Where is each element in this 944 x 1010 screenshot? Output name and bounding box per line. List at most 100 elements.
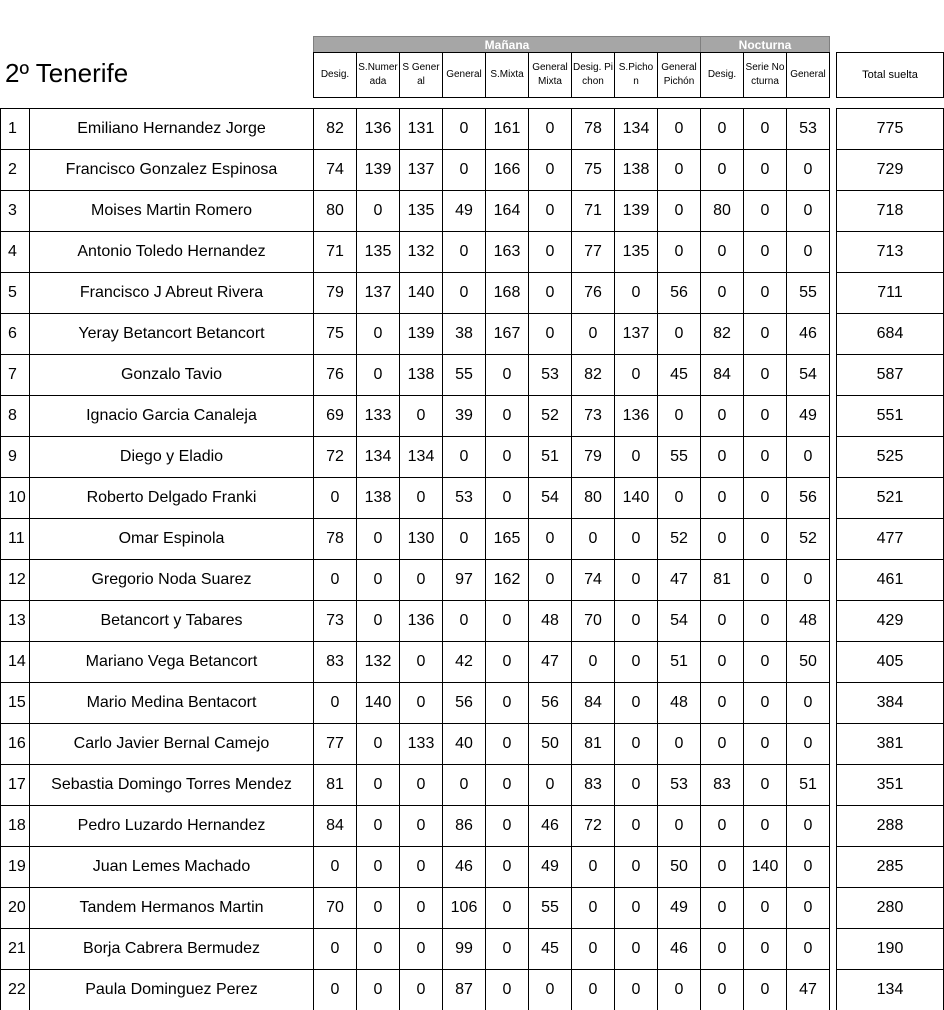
score: 0: [571, 518, 615, 560]
score: 0: [399, 846, 443, 888]
score: 163: [485, 231, 529, 273]
score: 46: [528, 805, 572, 847]
score: 48: [657, 682, 701, 724]
score: 46: [657, 928, 701, 970]
score: 0: [485, 600, 529, 642]
total: 285: [836, 846, 944, 888]
player-name: Diego y Eladio: [29, 436, 314, 478]
column-header: Desig.: [700, 52, 744, 98]
score: 0: [485, 395, 529, 437]
score: 0: [700, 436, 744, 478]
score: 134: [614, 108, 658, 150]
score: 0: [700, 149, 744, 191]
score: 69: [313, 395, 357, 437]
score: 0: [442, 436, 486, 478]
rank: 2: [0, 149, 30, 191]
score: 0: [356, 313, 400, 355]
player-name: Borja Cabrera Bermudez: [29, 928, 314, 970]
score: 53: [528, 354, 572, 396]
score: 0: [614, 682, 658, 724]
score: 0: [442, 272, 486, 314]
score: 137: [614, 313, 658, 355]
rank: 16: [0, 723, 30, 765]
score: 0: [571, 887, 615, 929]
score: 131: [399, 108, 443, 150]
score: 46: [786, 313, 830, 355]
score: 79: [571, 436, 615, 478]
score: 50: [528, 723, 572, 765]
score: 0: [786, 846, 830, 888]
score: 82: [571, 354, 615, 396]
score: 0: [313, 846, 357, 888]
column-header: General Pichón: [657, 52, 701, 98]
score: 0: [743, 395, 787, 437]
score: 0: [442, 600, 486, 642]
score: 0: [657, 190, 701, 232]
score: 80: [700, 190, 744, 232]
score: 0: [657, 805, 701, 847]
player-name: Roberto Delgado Franki: [29, 477, 314, 519]
score: 164: [485, 190, 529, 232]
score: 0: [743, 723, 787, 765]
score: 0: [313, 559, 357, 601]
score: 0: [786, 928, 830, 970]
score: 0: [356, 764, 400, 806]
score: 76: [313, 354, 357, 396]
score: 140: [399, 272, 443, 314]
score: 55: [528, 887, 572, 929]
score: 0: [356, 559, 400, 601]
score: 133: [399, 723, 443, 765]
score: 0: [743, 641, 787, 683]
score: 140: [743, 846, 787, 888]
score: 71: [571, 190, 615, 232]
score: 0: [571, 969, 615, 1010]
score: 0: [743, 764, 787, 806]
score: 0: [485, 969, 529, 1010]
score: 168: [485, 272, 529, 314]
score: 0: [571, 641, 615, 683]
score: 53: [442, 477, 486, 519]
rank: 21: [0, 928, 30, 970]
score: 0: [743, 313, 787, 355]
player-name: Antonio Toledo Hernandez: [29, 231, 314, 273]
score: 0: [700, 887, 744, 929]
player-name: Sebastia Domingo Torres Mendez: [29, 764, 314, 806]
player-name: Moises Martin Romero: [29, 190, 314, 232]
player-name: Tandem Hermanos Martin: [29, 887, 314, 929]
score: 0: [700, 846, 744, 888]
score: 0: [485, 682, 529, 724]
total: 461: [836, 559, 944, 601]
score: 78: [313, 518, 357, 560]
score: 49: [528, 846, 572, 888]
score: 0: [743, 928, 787, 970]
score: 138: [399, 354, 443, 396]
score: 140: [356, 682, 400, 724]
score: 134: [399, 436, 443, 478]
total: 381: [836, 723, 944, 765]
score: 0: [571, 846, 615, 888]
rank: 7: [0, 354, 30, 396]
score: 75: [313, 313, 357, 355]
score: 139: [399, 313, 443, 355]
total: 351: [836, 764, 944, 806]
score: 0: [786, 190, 830, 232]
score: 56: [657, 272, 701, 314]
score: 132: [356, 641, 400, 683]
player-name: Francisco Gonzalez Espinosa: [29, 149, 314, 191]
score: 0: [442, 108, 486, 150]
group-header: Nocturna: [700, 36, 830, 53]
score: 0: [657, 149, 701, 191]
score: 0: [700, 805, 744, 847]
total: 711: [836, 272, 944, 314]
score: 77: [571, 231, 615, 273]
score: 0: [485, 354, 529, 396]
score: 0: [356, 518, 400, 560]
score: 162: [485, 559, 529, 601]
score: 78: [571, 108, 615, 150]
score: 71: [313, 231, 357, 273]
score: 0: [700, 272, 744, 314]
score: 0: [657, 969, 701, 1010]
score: 0: [786, 149, 830, 191]
score: 0: [485, 764, 529, 806]
score: 0: [571, 928, 615, 970]
